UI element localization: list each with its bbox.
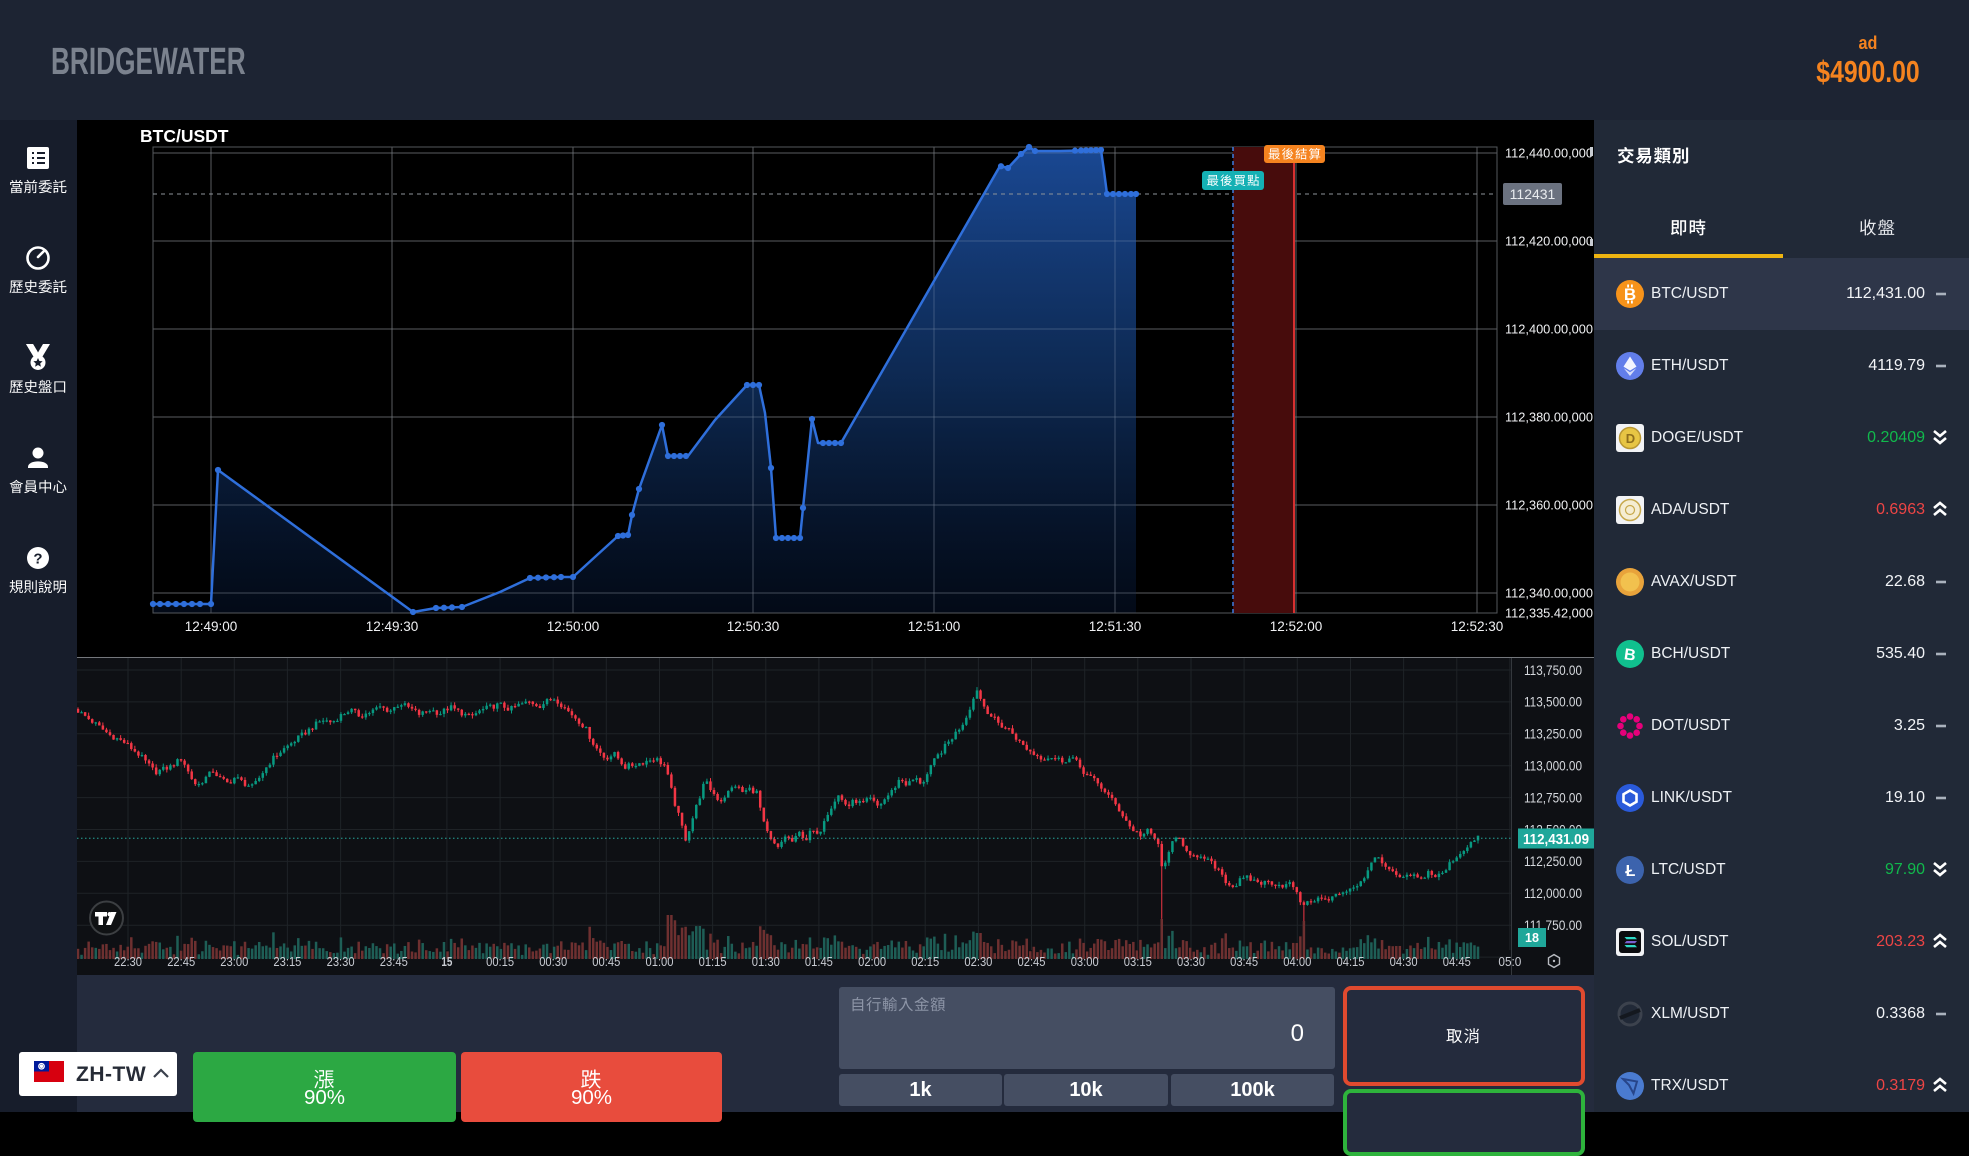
svg-text:112,440.00,000: 112,440.00,000 bbox=[1505, 146, 1593, 161]
svg-text:BTC/USDT: BTC/USDT bbox=[140, 126, 229, 146]
svg-text:113,000.00: 113,000.00 bbox=[1524, 758, 1582, 774]
svg-text:112,750.00: 112,750.00 bbox=[1524, 789, 1582, 805]
svg-text:01:15: 01:15 bbox=[699, 954, 727, 969]
svg-text:22:30: 22:30 bbox=[114, 954, 142, 969]
svg-text:05:0: 05:0 bbox=[1498, 954, 1521, 969]
svg-text:?: ? bbox=[33, 551, 42, 568]
svg-text:12:50:30: 12:50:30 bbox=[727, 619, 780, 634]
svg-text:00:30: 00:30 bbox=[539, 954, 567, 969]
svg-text:03:00: 03:00 bbox=[1071, 954, 1099, 969]
svg-text:112,340.00,000: 112,340.00,000 bbox=[1505, 586, 1593, 601]
svg-text:00:15: 00:15 bbox=[486, 954, 514, 969]
svg-text:12:50:00: 12:50:00 bbox=[547, 619, 600, 634]
svg-text:01:00: 01:00 bbox=[646, 954, 674, 969]
svg-text:03:15: 03:15 bbox=[1124, 954, 1152, 969]
svg-text:01:45: 01:45 bbox=[805, 954, 833, 969]
svg-text:12:52:00: 12:52:00 bbox=[1270, 619, 1323, 634]
svg-text:B: B bbox=[1623, 646, 1637, 664]
svg-text:15: 15 bbox=[441, 954, 452, 969]
svg-text:112,420.00,000: 112,420.00,000 bbox=[1505, 234, 1593, 249]
svg-text:02:45: 02:45 bbox=[1018, 954, 1046, 969]
svg-text:00:45: 00:45 bbox=[592, 954, 620, 969]
svg-text:02:30: 02:30 bbox=[964, 954, 992, 969]
svg-text:B: B bbox=[1624, 285, 1636, 304]
svg-text:04:15: 04:15 bbox=[1337, 954, 1365, 969]
svg-text:112,250.00: 112,250.00 bbox=[1524, 853, 1582, 869]
svg-text:12:49:30: 12:49:30 bbox=[366, 619, 419, 634]
svg-text:112,000.00: 112,000.00 bbox=[1524, 885, 1582, 901]
svg-text:113,250.00: 113,250.00 bbox=[1524, 726, 1582, 742]
svg-text:112,335.42,000: 112,335.42,000 bbox=[1505, 606, 1593, 621]
svg-text:112,400.00,000: 112,400.00,000 bbox=[1505, 322, 1593, 337]
svg-text:23:00: 23:00 bbox=[220, 954, 248, 969]
svg-text:03:30: 03:30 bbox=[1177, 954, 1205, 969]
svg-text:113,500.00: 113,500.00 bbox=[1524, 694, 1582, 710]
svg-text:02:00: 02:00 bbox=[858, 954, 886, 969]
svg-text:23:15: 23:15 bbox=[273, 954, 301, 969]
svg-text:02:15: 02:15 bbox=[911, 954, 939, 969]
svg-text:04:45: 04:45 bbox=[1443, 954, 1471, 969]
svg-text:23:45: 23:45 bbox=[380, 954, 408, 969]
svg-text:12:51:30: 12:51:30 bbox=[1089, 619, 1142, 634]
svg-text:L: L bbox=[1626, 863, 1636, 880]
svg-text:112,380.00,000: 112,380.00,000 bbox=[1505, 410, 1593, 425]
svg-text:112431: 112431 bbox=[1510, 186, 1556, 202]
svg-text:23:30: 23:30 bbox=[327, 954, 355, 969]
svg-text:22:45: 22:45 bbox=[167, 954, 195, 969]
svg-text:12:52:30: 12:52:30 bbox=[1451, 619, 1504, 634]
svg-text:04:00: 04:00 bbox=[1283, 954, 1311, 969]
svg-text:12:51:00: 12:51:00 bbox=[908, 619, 961, 634]
svg-text:04:30: 04:30 bbox=[1390, 954, 1418, 969]
svg-text:112,360.00,000: 112,360.00,000 bbox=[1505, 498, 1593, 513]
svg-text:112,431.09: 112,431.09 bbox=[1523, 832, 1589, 848]
svg-text:12:49:00: 12:49:00 bbox=[185, 619, 238, 634]
svg-text:03:45: 03:45 bbox=[1230, 954, 1258, 969]
svg-text:18: 18 bbox=[1525, 931, 1539, 945]
svg-text:113,750.00: 113,750.00 bbox=[1524, 662, 1582, 678]
svg-text:01:30: 01:30 bbox=[752, 954, 780, 969]
svg-text:D: D bbox=[1626, 431, 1635, 446]
